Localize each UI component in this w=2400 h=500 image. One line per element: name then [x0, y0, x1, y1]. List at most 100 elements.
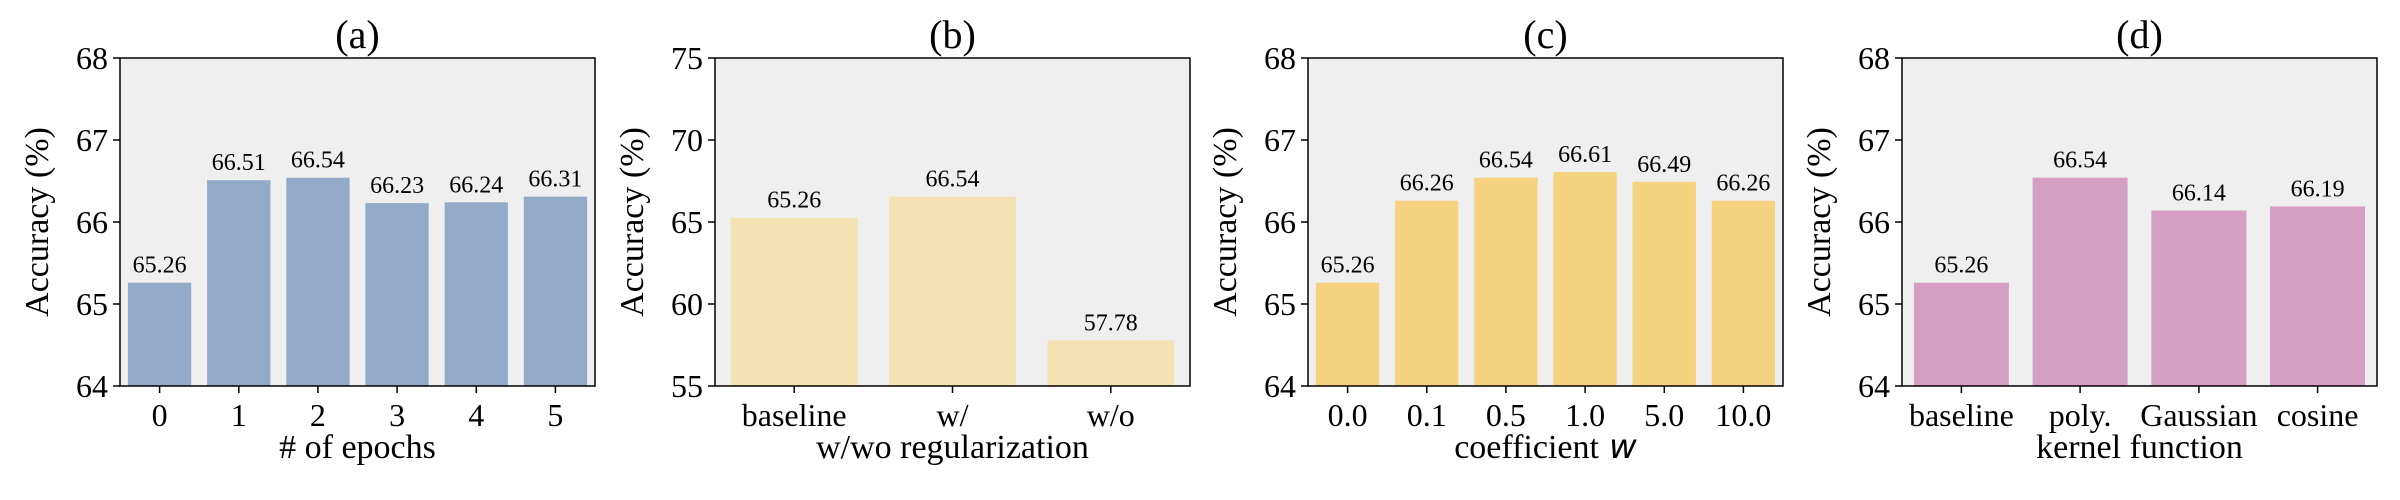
x-axis-label: kernel function [2036, 429, 2243, 466]
data-label: 65.26 [1321, 253, 1375, 279]
bar [1474, 177, 1538, 386]
x-tick-label: 0 [152, 397, 168, 433]
x-tick-label: w/o [1087, 397, 1135, 433]
y-tick-label: 55 [671, 368, 703, 404]
bar [1315, 282, 1380, 386]
bar [127, 282, 192, 386]
y-tick-label: 64 [1264, 368, 1296, 404]
y-tick-label: 66 [76, 204, 108, 240]
bar [2151, 210, 2247, 386]
y-axis-label: Accuracy (%) [19, 127, 56, 317]
y-tick-label: 64 [76, 368, 108, 404]
bar [207, 180, 271, 386]
x-tick-label: 3 [389, 397, 405, 433]
bar [1553, 172, 1617, 386]
data-label: 57.78 [1084, 310, 1138, 336]
data-label: 66.31 [528, 167, 582, 193]
x-tick-label: w/ [937, 397, 969, 433]
x-axis-label-symbol: w [1609, 427, 1637, 467]
data-label: 66.26 [1400, 171, 1454, 197]
y-tick-label: 67 [76, 122, 108, 158]
bar [365, 203, 429, 386]
chart-panel-d: 65.26 baseline 66.54 poly. 66.14 Gaussian 66.1… [1801, 12, 2378, 466]
y-tick-label: 60 [671, 286, 703, 322]
x-tick-label: 4 [468, 397, 484, 433]
data-label: 66.61 [1558, 142, 1612, 168]
data-label: 66.54 [2053, 148, 2107, 174]
y-tick-label: 67 [1264, 122, 1296, 158]
bar [730, 217, 858, 386]
data-label: 65.26 [767, 188, 821, 214]
y-tick-label: 68 [76, 40, 108, 76]
x-tick-label: baseline [742, 397, 847, 433]
plot-frame [119, 57, 596, 387]
x-tick-label: 5 [547, 397, 563, 433]
plot-frame [1901, 57, 2378, 387]
x-tick-label: 2 [310, 397, 326, 433]
plot-frame [714, 57, 1191, 387]
y-axis-label: Accuracy (%) [1207, 127, 1244, 317]
x-axis-label: w/wo regularization [816, 429, 1089, 466]
chart-title: (a) [335, 12, 379, 57]
bar [1632, 181, 1696, 386]
bar [2032, 177, 2128, 386]
data-label: 66.49 [1637, 152, 1691, 178]
y-tick-label: 64 [1858, 368, 1890, 404]
plot-area [1308, 58, 1783, 386]
bar [889, 196, 1016, 386]
x-tick-label: 1.0 [1565, 397, 1605, 433]
y-tick-label: 75 [671, 40, 703, 76]
data-label: 66.26 [1716, 171, 1770, 197]
x-tick-label: 5.0 [1644, 397, 1684, 433]
chart-panel-b: 65.26 baseline 66.54 w/57.78 w/o 55 60 65 70 75 (b… [614, 12, 1191, 466]
y-tick-label: 65 [1858, 286, 1890, 322]
bar [523, 196, 588, 386]
y-tick-label: 65 [1264, 286, 1296, 322]
bar [444, 202, 508, 386]
y-tick-label: 66 [1264, 204, 1296, 240]
x-axis-label: coefficient w [1454, 427, 1637, 467]
y-tick-label: 65 [671, 204, 703, 240]
x-tick-label: 0.1 [1407, 397, 1447, 433]
data-label: 66.51 [212, 150, 266, 176]
data-label: 65.26 [1934, 253, 1988, 279]
data-label: 66.24 [449, 172, 503, 198]
chart-panel-a: 65.26 0 66.51 1 66.54 2 66.23 3 66.24 4 66.31 5 64 65… [19, 12, 596, 466]
x-axis-label-text: coefficient [1454, 429, 1599, 466]
x-tick-label: baseline [1909, 397, 2014, 433]
x-tick-label: cosine [2277, 397, 2359, 433]
data-label: 65.26 [133, 253, 187, 279]
chart-title: (d) [2116, 12, 2163, 57]
x-axis-label: # of epochs [279, 429, 436, 466]
y-tick-label: 70 [671, 122, 703, 158]
x-tick-label: 1 [231, 397, 247, 433]
data-label: 66.19 [2291, 176, 2345, 202]
chart-panel-c: 65.26 0.0 66.26 0.1 66.54 0.5 66.61 1.0 66.49 5.0… [1207, 12, 1784, 467]
x-tick-label: 10.0 [1715, 397, 1771, 433]
y-tick-label: 65 [76, 286, 108, 322]
x-tick-label: 0.5 [1486, 397, 1526, 433]
y-axis-label: Accuracy (%) [1801, 127, 1838, 317]
bar [1913, 282, 2009, 386]
bar [1395, 200, 1459, 386]
bar [1047, 340, 1175, 386]
bar [286, 177, 350, 386]
y-tick-label: 67 [1858, 122, 1890, 158]
bar [1711, 200, 1776, 386]
x-tick-label: Gaussian [2140, 397, 2257, 433]
y-axis-label: Accuracy (%) [614, 127, 651, 317]
data-label: 66.23 [370, 173, 424, 199]
chart-title: (b) [929, 12, 976, 57]
y-tick-label: 68 [1858, 40, 1890, 76]
data-label: 66.14 [2172, 181, 2226, 207]
data-label: 66.54 [291, 148, 345, 174]
x-tick-label: 0.0 [1328, 397, 1368, 433]
y-tick-label: 66 [1858, 204, 1890, 240]
data-label: 66.54 [926, 167, 980, 193]
data-label: 66.54 [1479, 148, 1533, 174]
bar [2270, 206, 2366, 386]
y-tick-label: 68 [1264, 40, 1296, 76]
x-tick-label: poly. [2049, 397, 2112, 433]
plot-frame [1307, 57, 1784, 387]
